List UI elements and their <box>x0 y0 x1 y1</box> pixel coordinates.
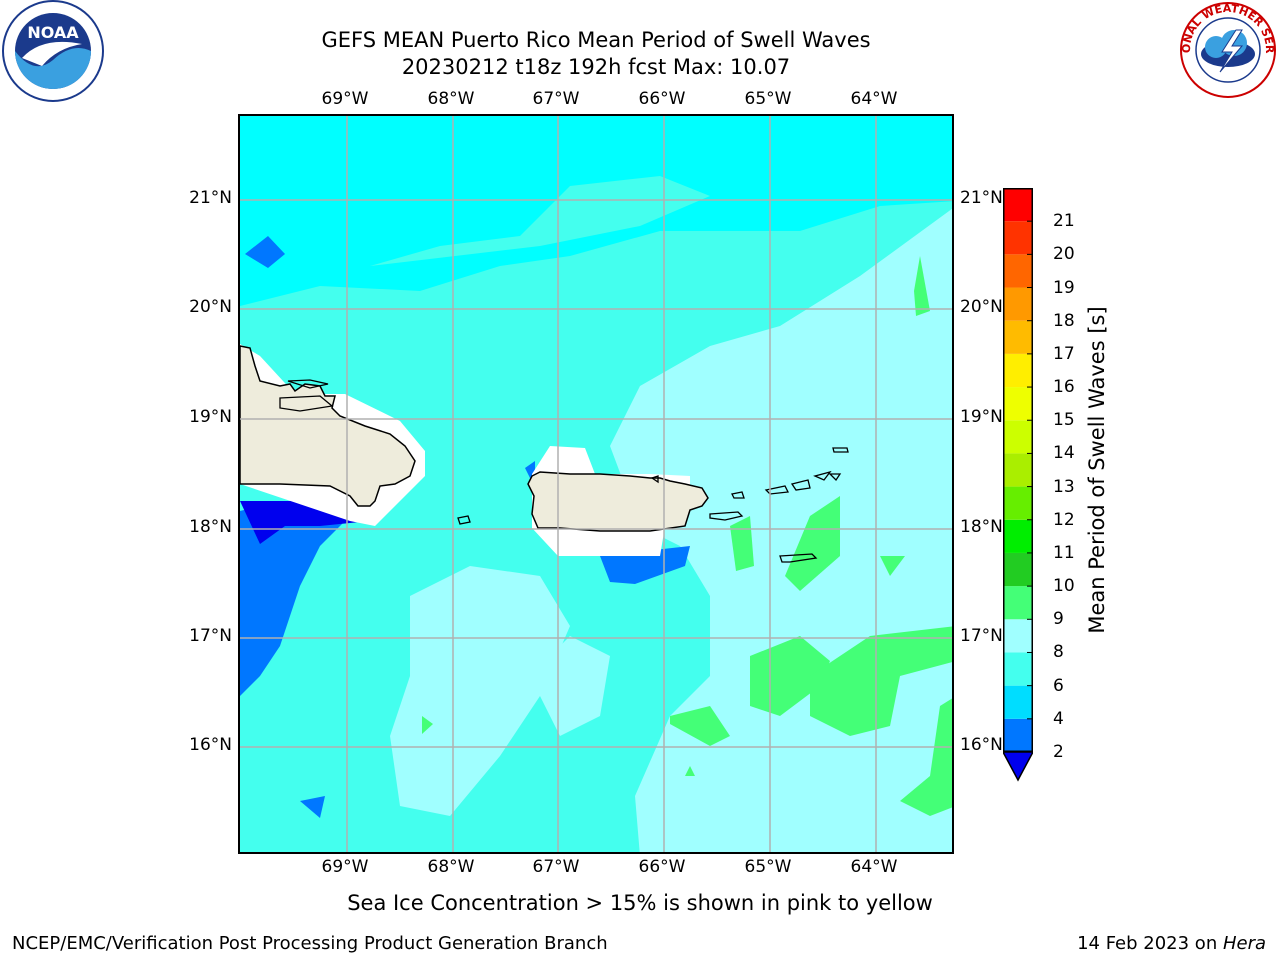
footer-date: 14 Feb 2023 on Hera <box>1077 933 1266 954</box>
chart-title: GEFS MEAN Puerto Rico Mean Period of Swe… <box>321 28 871 52</box>
colorbar-tick-label: 15 <box>1053 410 1075 431</box>
hispaniola-island <box>240 345 416 507</box>
colorbar-segment <box>1003 453 1033 487</box>
map-plot <box>238 114 954 854</box>
nws-logo: NATIONAL WEATHER SERVICE <box>1171 0 1280 100</box>
lon-label-top: 67°W <box>532 89 580 109</box>
lat-label-left: 18°N <box>189 517 232 537</box>
colorbar-segment <box>1003 254 1033 288</box>
colorbar-segment <box>1003 353 1033 388</box>
lat-label-left: 21°N <box>189 188 232 208</box>
footer-host: Hera <box>1222 933 1266 954</box>
lon-label-top: 65°W <box>744 89 792 109</box>
lon-label-top: 69°W <box>321 89 369 109</box>
colorbar-tick-label: 21 <box>1053 211 1075 232</box>
colorbar-tick-label: 4 <box>1053 708 1064 729</box>
graticule <box>240 116 952 852</box>
lat-label-left: 20°N <box>189 297 232 317</box>
lat-label-right: 20°N <box>960 297 1003 317</box>
lon-label-top: 64°W <box>850 89 898 109</box>
colorbar-tick-label: 17 <box>1053 343 1075 364</box>
lon-label-bottom: 69°W <box>321 857 369 877</box>
chart-subtitle: 20230212 t18z 192h fcst Max: 10.07 <box>401 55 791 79</box>
colorbar-tick-label: 18 <box>1053 310 1075 331</box>
lat-label-right: 19°N <box>960 407 1003 427</box>
colorbar-segment <box>1003 718 1033 752</box>
colorbar-tick-label: 20 <box>1053 244 1075 265</box>
colorbar-segment <box>1003 221 1033 255</box>
sea-ice-caption: Sea Ice Concentration > 15% is shown in … <box>347 891 933 915</box>
colorbar-tick-label: 12 <box>1053 509 1075 530</box>
lon-label-bottom: 64°W <box>850 857 898 877</box>
colorbar-segment <box>1003 586 1033 620</box>
colorbar-segment <box>1003 552 1033 587</box>
colorbar-tick-label: 11 <box>1053 542 1075 563</box>
colorbar-segment <box>1003 486 1033 520</box>
svg-text:NOAA: NOAA <box>27 23 79 42</box>
lat-label-right: 21°N <box>960 188 1003 208</box>
colorbar-tick-label: 16 <box>1053 377 1075 398</box>
colorbar-segment <box>1003 188 1033 222</box>
lon-label-bottom: 65°W <box>744 857 792 877</box>
colorbar-segment <box>1003 619 1033 653</box>
colorbar-title: Mean Period of Swell Waves [s] <box>1085 306 1109 634</box>
lon-label-bottom: 68°W <box>427 857 475 877</box>
colorbar-tick-label: 9 <box>1053 609 1064 630</box>
lat-label-left: 16°N <box>189 735 232 755</box>
colorbar-tick-label: 8 <box>1053 642 1064 663</box>
lon-label-bottom: 67°W <box>532 857 580 877</box>
lon-label-top: 66°W <box>638 89 686 109</box>
colorbar <box>1003 188 1033 752</box>
lat-label-left: 19°N <box>189 407 232 427</box>
footer-date-text: 14 Feb 2023 on <box>1077 933 1223 954</box>
colorbar-segment <box>1003 420 1033 454</box>
colorbar-tick-label: 6 <box>1053 675 1064 696</box>
puerto-rico-island <box>527 471 709 532</box>
lat-label-right: 18°N <box>960 517 1003 537</box>
lat-label-left: 17°N <box>189 626 232 646</box>
lat-label-right: 17°N <box>960 626 1003 646</box>
noaa-logo: NOAA <box>2 0 104 102</box>
lon-label-top: 68°W <box>427 89 475 109</box>
colorbar-segment <box>1003 287 1033 321</box>
colorbar-tick-label: 2 <box>1053 742 1064 762</box>
small-islands <box>279 379 849 563</box>
colorbar-segment <box>1003 685 1033 719</box>
lon-label-bottom: 66°W <box>638 857 686 877</box>
colorbar-segment <box>1003 387 1033 421</box>
colorbar-tick-label: 10 <box>1053 576 1075 597</box>
colorbar-tick-label: 19 <box>1053 277 1075 298</box>
colorbar-segment <box>1003 519 1033 553</box>
lat-label-right: 16°N <box>960 735 1003 755</box>
colorbar-segment <box>1003 320 1033 354</box>
colorbar-tick-label: 13 <box>1053 476 1075 497</box>
footer-credit: NCEP/EMC/Verification Post Processing Pr… <box>12 933 608 954</box>
colorbar-segment <box>1003 652 1033 686</box>
colorbar-tick-label: 14 <box>1053 443 1075 464</box>
colorbar-under-triangle <box>1003 752 1033 782</box>
